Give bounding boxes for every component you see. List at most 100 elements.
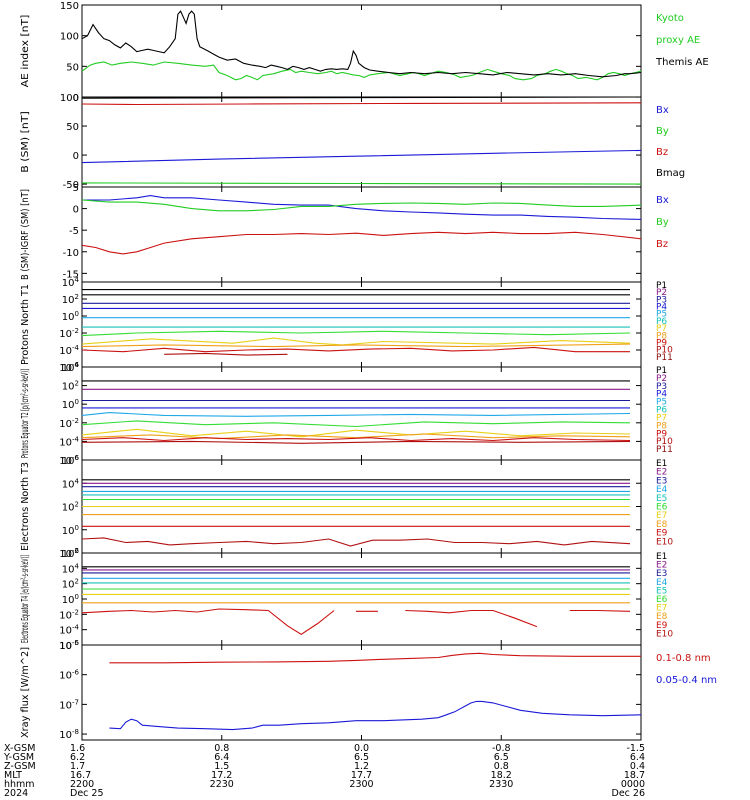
y-axis-label: Xray flux [W/m^2] [20,647,31,738]
y-tick-label: 10-6 [59,361,79,374]
panel-frame [81,96,642,188]
x-row-value: -1.5 [626,743,645,754]
x-row-value: 2230 [210,779,234,790]
series-line [81,96,642,99]
series-line [164,352,288,356]
x-row-value: 6.4 [630,752,645,763]
y-tick-label: 10-4 [59,624,79,637]
legend-entry: E6 [656,595,668,605]
x-row-label: X-GSM [4,743,35,754]
y-tick-label: 0 [73,205,79,216]
legend-entry: E8 [656,520,668,530]
x-row-value: 18.7 [624,770,645,781]
legend-entry: E5 [656,586,667,596]
legend-entry: E4 [656,485,668,495]
x-row-value: 17.2 [211,770,232,781]
y-tick-label: -10 [63,248,79,259]
y-tick-label: 104 [62,361,80,374]
y-tick-label: 150 [60,1,79,12]
legend-entry: P4 [656,303,667,313]
series-line [82,195,642,220]
series-line [81,149,642,164]
series-line [81,537,631,547]
legend-entry: P6 [656,406,667,416]
y-tick-label: -5 [69,226,79,237]
y-tick-label: 100 [60,32,79,43]
legend-entry: P10 [656,346,673,356]
x-row-value: 1.7 [70,761,85,772]
x-row-value: 0000 [621,779,645,790]
series-line [81,346,630,353]
y-tick-label: 10-2 [59,417,79,430]
x-row-value: 0.4 [630,761,645,772]
series-line [81,440,631,444]
x-row-value: 0.8 [214,743,229,754]
series-line [569,609,631,612]
x-row-value: 1.5 [214,761,229,772]
y-tick-label: 104 [62,477,80,490]
series-line [81,433,631,440]
x-row-value: 6.5 [354,752,369,763]
legend-entry: P3 [656,382,667,392]
legend-entry: P5 [656,310,667,320]
series-line [81,343,631,348]
y-tick-label: 10-4 [59,435,79,448]
y-tick-label: 104 [62,562,80,575]
legend-entry: P2 [656,374,667,384]
legend-entry: P1 [656,366,667,376]
x-row-label: Y-GSM [3,752,34,763]
y-tick-label: 104 [62,276,80,289]
legend-entry: 0.1-0.8 nm [656,653,711,664]
legend-entry: P5 [656,398,667,408]
legend-entry: P2 [656,288,667,298]
x-row-value: Dec 26 [612,788,646,799]
y-tick-label: 5 [73,183,79,194]
y-tick-label: 106 [62,547,80,560]
legend-entry: P8 [656,331,667,341]
x-row-value: 2200 [70,779,94,790]
y-tick-label: 10-6 [59,669,79,682]
x-row-value: 6.2 [70,752,85,763]
legend-entry: 0.05-0.4 nm [656,675,717,686]
panel-frame [81,186,642,283]
x-row-value: 17.7 [351,770,372,781]
legend-entry: P7 [656,324,667,334]
x-row-value: 0.0 [354,743,369,754]
legend-entry: P4 [656,390,667,400]
legend-entry: E7 [656,511,667,521]
legend-entry: P8 [656,421,667,431]
legend-entry: E3 [656,476,667,486]
y-axis-label: Protons North T1 [20,284,31,365]
y-tick-label: 10-2 [59,327,79,340]
x-axis-annotation: X-GSM 1.6 0.8 0.0 -0.8 -1.5 Y-GSM 6.2 6.4 6.5 6.5 6… [3,743,645,799]
legend-entry: E1 [656,459,667,469]
legend-entry: E2 [656,468,667,478]
x-row-value: 1.2 [354,761,369,772]
y-tick-label: 10-4 [59,344,79,357]
series-line [81,199,642,212]
y-tick-label: 106 [62,454,80,467]
y-tick-label: 10-8 [59,728,79,741]
legend-entry: E10 [656,629,673,639]
series-line [81,102,642,106]
y-tick-label: -50 [63,180,79,191]
y-tick-label: 50 [66,62,79,73]
series-line [81,337,631,346]
y-tick-label: 102 [62,380,79,393]
legend-entry: E5 [656,494,667,504]
x-row-label: 2024 [4,788,28,799]
panel-7: 10-6 10-4 10-2 100 102 104 106 Electrons Equato… [20,547,673,652]
x-row-value: 18.2 [491,770,512,781]
legend-entry: P11 [656,445,673,455]
legend-entry: E9 [656,621,668,631]
legend-entry: E9 [656,529,668,539]
legend-entry: P9 [656,429,667,439]
legend-entry: By [656,217,669,228]
